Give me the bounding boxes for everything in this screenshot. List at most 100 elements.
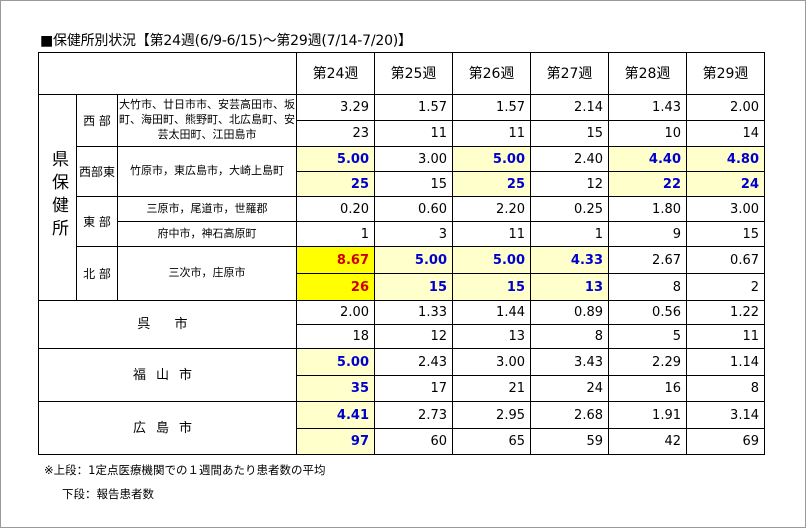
count-cell: 13 (530, 273, 609, 301)
region-label: 西部東 (76, 146, 118, 197)
avg-cell: 3.00 (374, 146, 453, 172)
avg-cell: 0.89 (530, 300, 609, 325)
avg-cell: 3.00 (686, 196, 765, 222)
table-row: 府中市，神石高原町 1 3 11 1 9 15 (39, 221, 765, 247)
count-cell: 17 (374, 375, 453, 402)
count-cell: 21 (452, 375, 531, 402)
avg-cell: 2.73 (374, 401, 453, 429)
week-header: 第27週 (530, 52, 609, 95)
avg-cell: 1.57 (374, 94, 453, 121)
count-cell: 2 (686, 273, 765, 301)
table-row: 広島市 4.41 2.73 2.95 2.68 1.91 3.14 (38, 401, 765, 455)
table-row: 呉 市 2.00 1.33 1.44 0.89 0.56 1.22 (38, 300, 765, 349)
count-cell: 24 (530, 375, 609, 402)
count-cell: 22 (608, 171, 687, 197)
prefectural-health-center-label: 県保健所 (38, 94, 77, 301)
avg-cell: 3.43 (530, 348, 609, 376)
footnote-lower: 下段：報告患者数 (62, 487, 154, 501)
count-cell: 15 (686, 221, 765, 247)
region-cities: 府中市，神石高原町 (117, 221, 297, 247)
count-cell: 8 (686, 375, 765, 402)
avg-cell: 4.40 (608, 146, 687, 172)
count-cell: 1 (530, 221, 609, 247)
count-cell: 9 (608, 221, 687, 247)
region-cities: 大竹市、廿日市市、安芸高田市、坂町、海田町、熊野町、北広島町、安芸太田町、江田島… (117, 94, 297, 147)
table-row: 25 15 25 12 22 24 (39, 171, 765, 197)
count-cell: 69 (686, 428, 765, 455)
avg-cell: 2.14 (530, 94, 609, 121)
count-cell: 42 (608, 428, 687, 455)
header-row: 第24週 第25週 第26週 第27週 第28週 第29週 (38, 52, 765, 95)
avg-cell: 1.80 (608, 196, 687, 222)
avg-cell: 2.67 (608, 246, 687, 274)
avg-cell: 2.00 (296, 300, 375, 325)
table-row: 97 60 65 59 42 69 (39, 428, 765, 455)
count-cell: 11 (686, 324, 765, 349)
table-row: 西部東 竹原市，東広島市，大崎上島町 5.00 3.00 5.00 2.40 4… (39, 146, 765, 197)
count-cell: 25 (296, 171, 375, 197)
avg-cell: 1.22 (686, 300, 765, 325)
count-cell: 59 (530, 428, 609, 455)
avg-cell: 5.00 (296, 146, 375, 172)
count-cell: 10 (608, 120, 687, 147)
avg-cell: 4.80 (686, 146, 765, 172)
week-header: 第26週 (452, 52, 531, 95)
table-row: 18 12 13 8 5 11 (39, 324, 765, 349)
avg-cell: 1.33 (374, 300, 453, 325)
avg-cell: 5.00 (452, 146, 531, 172)
avg-cell: 3.29 (296, 94, 375, 121)
avg-cell: 0.60 (374, 196, 453, 222)
page-title: ■保健所別状況【第24週(6/9-6/15)～第29週(7/14-7/20)】 (40, 33, 412, 49)
avg-cell: 1.43 (608, 94, 687, 121)
avg-cell: 2.20 (452, 196, 531, 222)
table-row: 東 部 三原市，尾道市，世羅郡 0.20 0.60 2.20 0.25 1.80… (39, 196, 765, 247)
count-cell: 1 (296, 221, 375, 247)
avg-cell: 0.20 (296, 196, 375, 222)
week-header: 第29週 (686, 52, 765, 95)
week-header: 第25週 (374, 52, 453, 95)
count-cell: 11 (374, 120, 453, 147)
region-label: 西 部 (76, 94, 118, 147)
count-cell: 5 (608, 324, 687, 349)
count-cell: 15 (530, 120, 609, 147)
city-label: 呉 市 (38, 300, 297, 349)
region-cities: 三原市，尾道市，世羅郡 (117, 196, 297, 222)
count-cell: 35 (296, 375, 375, 402)
count-cell: 11 (452, 221, 531, 247)
week-header: 第28週 (608, 52, 687, 95)
avg-cell: 2.43 (374, 348, 453, 376)
count-cell: 15 (374, 273, 453, 301)
avg-cell: 4.41 (296, 401, 375, 429)
count-cell: 65 (452, 428, 531, 455)
region-cities: 三次市，庄原市 (117, 246, 297, 301)
count-cell: 11 (452, 120, 531, 147)
count-cell: 12 (530, 171, 609, 197)
city-label: 福山市 (38, 348, 297, 402)
count-cell: 24 (686, 171, 765, 197)
table-row: 県保健所 西 部 大竹市、廿日市市、安芸高田市、坂町、海田町、熊野町、北広島町、… (38, 94, 765, 301)
avg-cell: 3.00 (452, 348, 531, 376)
count-cell: 18 (296, 324, 375, 349)
count-cell: 12 (374, 324, 453, 349)
avg-cell: 1.57 (452, 94, 531, 121)
count-cell: 60 (374, 428, 453, 455)
avg-cell: 5.00 (296, 348, 375, 376)
count-cell: 15 (452, 273, 531, 301)
avg-cell: 0.56 (608, 300, 687, 325)
avg-cell: 2.29 (608, 348, 687, 376)
avg-cell: 1.44 (452, 300, 531, 325)
count-cell: 13 (452, 324, 531, 349)
count-cell: 25 (452, 171, 531, 197)
region-label: 北 部 (76, 246, 118, 301)
avg-cell: 2.68 (530, 401, 609, 429)
avg-cell: 5.00 (374, 246, 453, 274)
week-header: 第24週 (296, 52, 375, 95)
city-label: 広島市 (38, 401, 297, 455)
avg-cell: 0.67 (686, 246, 765, 274)
surveillance-table: 第24週 第25週 第26週 第27週 第28週 第29週 県保健所 西 部 大… (38, 52, 765, 455)
count-cell: 3 (374, 221, 453, 247)
region-label: 東 部 (76, 196, 118, 247)
count-cell: 97 (296, 428, 375, 455)
table-row: 北 部 三次市，庄原市 8.67 5.00 5.00 4.33 2.67 0.6… (39, 246, 765, 301)
avg-cell: 4.33 (530, 246, 609, 274)
